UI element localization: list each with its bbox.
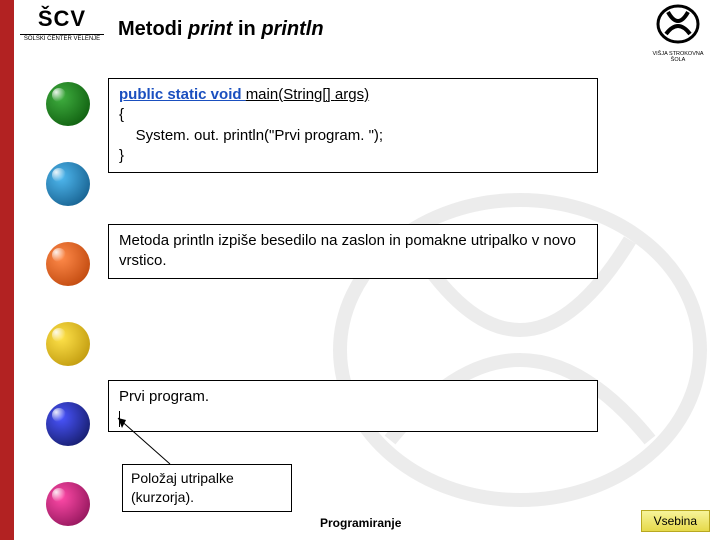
slide-title: Metodi print in println (118, 18, 324, 41)
bullet-dot (46, 82, 90, 126)
logo-left-sub: ŠOLSKI CENTER VELENJE (20, 34, 104, 42)
output-line: Prvi program. (119, 387, 587, 407)
logo-left: ŠCV ŠOLSKI CENTER VELENJE (20, 6, 104, 50)
code-line: { (119, 105, 587, 125)
code-block: public static void main(String[] args) {… (108, 78, 598, 173)
output-block: Prvi program. (108, 380, 598, 432)
bullet-dot (46, 162, 90, 206)
cursor-label-block: Položaj utripalke (kurzorja). (122, 464, 292, 512)
logo-left-text: ŠCV (20, 6, 104, 32)
description-block: Metoda println izpiše besedilo na zaslon… (108, 224, 598, 279)
cursor-line (119, 407, 587, 427)
description-text: Metoda println izpiše besedilo na zaslon… (119, 232, 576, 269)
logo-right-sub: VIŠJA STROKOVNA ŠOLA (650, 51, 706, 63)
accent-spine (0, 0, 14, 540)
bullet-dot (46, 242, 90, 286)
cursor-label-text: Položaj utripalke (kurzorja). (131, 470, 234, 505)
code-line: System. out. println("Prvi program. "); (119, 126, 587, 146)
footer-title: Programiranje (320, 516, 401, 530)
contents-button[interactable]: Vsebina (641, 510, 710, 532)
logo-right: VIŠJA STROKOVNA ŠOLA (650, 4, 706, 63)
bullet-dot (46, 402, 90, 446)
logo-right-icon (656, 4, 700, 44)
cursor-icon (119, 411, 120, 427)
bullet-dot (46, 322, 90, 366)
code-line: public static void main(String[] args) (119, 85, 587, 105)
code-line: } (119, 146, 587, 166)
bullet-dot (46, 482, 90, 526)
